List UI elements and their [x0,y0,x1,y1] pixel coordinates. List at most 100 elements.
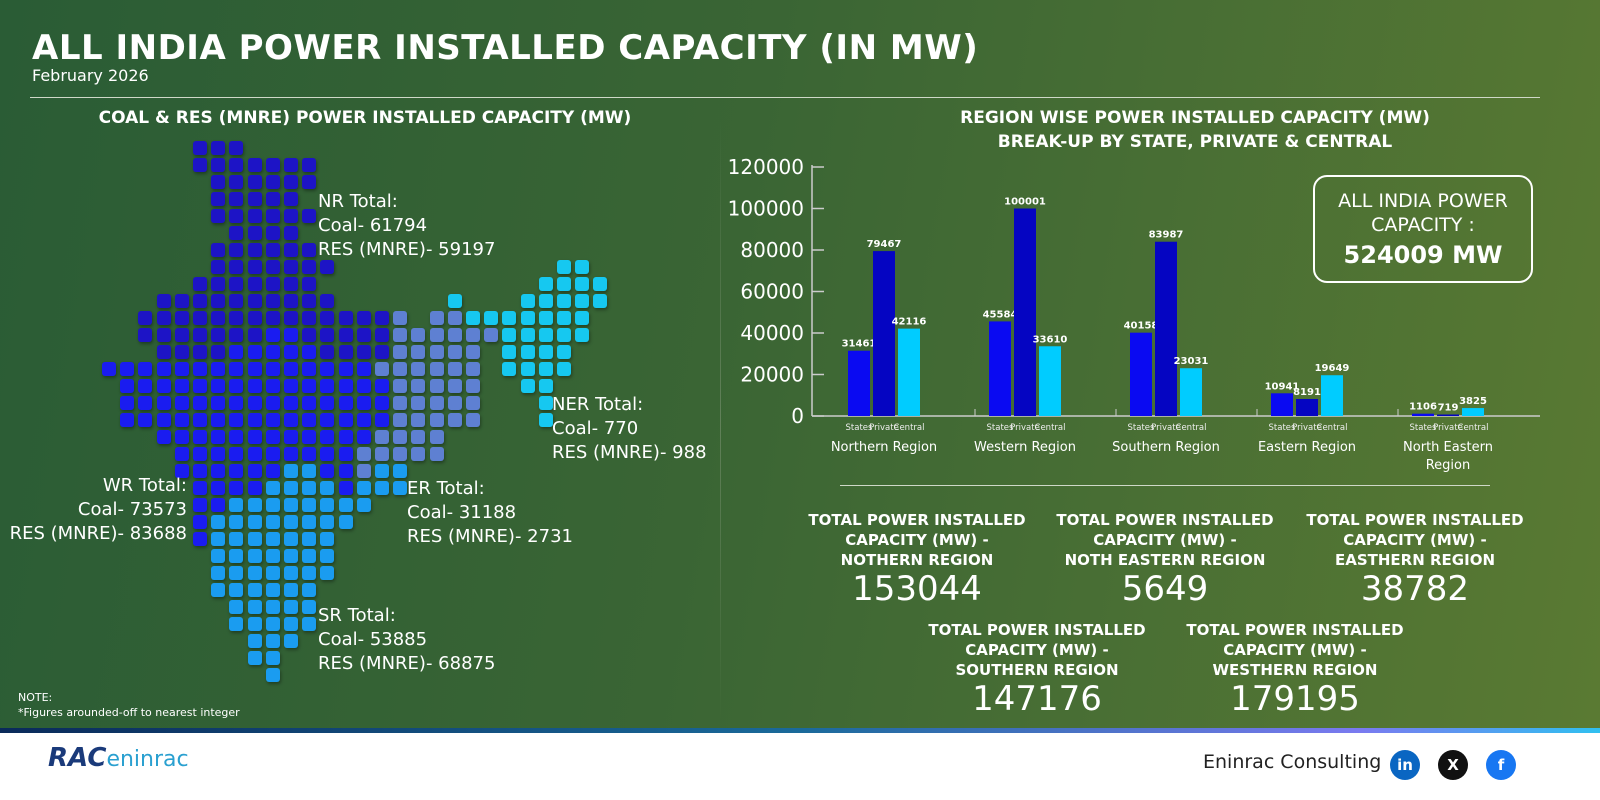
map-tile-wr [284,447,298,461]
map-tile-er [393,345,408,359]
map-tile-sr [247,515,262,529]
map-tile-ner [538,328,553,342]
map-tile-er [466,413,480,427]
facebook-icon[interactable]: f [1486,750,1516,780]
map-tile-wr [320,413,335,427]
map-tile-wr [338,430,353,444]
map-tile-nr [211,277,226,291]
map-tile-wr [302,396,317,410]
map-tile-nr [320,328,335,342]
map-tile-wr [138,413,153,427]
map-tile-er [429,311,444,325]
map-tile-wr [265,430,280,444]
map-tile-wr [193,379,207,393]
map-tile-er [447,413,462,427]
map-tile-nr [174,294,189,308]
nr-title: NR Total: [318,191,398,212]
map-tile-wr [120,379,135,393]
map-tile-wr [120,413,135,427]
region-total-label: TOTAL POWER INSTALLED CAPACITY (MW) - NOTH… [808,511,1026,569]
map-tile-nr [265,311,280,325]
map-tile-er [429,345,444,359]
divider [30,97,1540,98]
map-tile-wr [302,379,317,393]
ner-coal: Coal- 770 [552,418,639,439]
map-tile-wr [211,413,226,427]
map-tile-nr [375,328,389,342]
region-total: TOTAL POWER INSTALLED CAPACITY (MW) - WEST… [1175,620,1415,718]
map-tile-nr [356,328,371,342]
map-tile-nr [284,209,298,223]
map-tile-wr [320,447,335,461]
map-tile-sr [211,532,226,546]
map-tile-sr [211,549,226,563]
data-label: 3825 [1459,396,1487,407]
sub-category-label: States [987,423,1014,433]
divider [720,120,721,720]
map-tile-sr [229,566,244,580]
map-tile-nr [247,277,262,291]
map-tile-wr [284,413,298,427]
map-tile-sr [265,668,280,682]
map-tile-nr [193,328,207,342]
map-tile-sr [302,583,317,597]
map-tile-sr [265,498,280,512]
map-tile-er [411,430,426,444]
data-label: 33610 [1033,334,1068,345]
map-tile-wr [193,413,207,427]
x-icon[interactable]: X [1438,750,1468,780]
map-tile-sr [265,583,280,597]
map-tile-nr [193,277,207,291]
map-tile-wr [211,379,226,393]
map-tile-ner [520,328,535,342]
map-tile-ner [557,294,571,308]
map-tile-nr [229,277,244,291]
sub-category-label: States [1128,423,1155,433]
map-tile-sr [229,515,244,529]
map-tile-wr [247,481,262,495]
map-tile-ner [575,311,590,325]
y-tick-label: 100000 [728,197,804,221]
note-text: *Figures arounded-off to nearest integer [18,706,240,719]
map-tile-sr [247,583,262,597]
map-tile-wr [320,396,335,410]
map-tile-nr [265,192,280,206]
linkedin-icon[interactable]: in [1390,750,1420,780]
map-tile-wr [302,413,317,427]
map-tile-ner [538,362,553,376]
map-tile-er [411,328,426,342]
map-tile-sr [284,617,298,631]
region-total-label: TOTAL POWER INSTALLED CAPACITY (MW) - SOUT… [928,621,1146,679]
map-tile-er [447,345,462,359]
map-tile-wr [247,430,262,444]
map-tile-nr [156,294,171,308]
map-tile-nr [229,294,244,308]
map-tile-sr [302,481,317,495]
map-tile-nr [247,260,262,274]
bar-private [1296,399,1318,416]
map-tile-nr [211,311,226,325]
sub-category-label: Central [894,423,925,433]
sub-category-label: Central [1035,423,1066,433]
data-label: 100001 [1004,196,1046,207]
map-tile-wr [156,379,171,393]
map-tile-wr [265,328,280,342]
map-tile-nr [284,294,298,308]
map-tile-er [429,362,444,376]
map-tile-wr [375,413,389,427]
map-tile-sr [302,498,317,512]
map-tile-ner [557,328,571,342]
map-tile-sr [247,634,262,648]
map-tile-nr [211,260,226,274]
map-tile-wr [174,413,189,427]
map-tile-sr [302,617,317,631]
map-tile-sr [247,532,262,546]
map-tile-ner [538,396,553,410]
map-tile-wr [247,379,262,393]
map-tile-nr [229,192,244,206]
data-label: 1106 [1409,402,1437,413]
map-tile-nr [320,345,335,359]
map-tile-nr [284,277,298,291]
map-tile-wr [247,447,262,461]
map-tile-nr [247,192,262,206]
